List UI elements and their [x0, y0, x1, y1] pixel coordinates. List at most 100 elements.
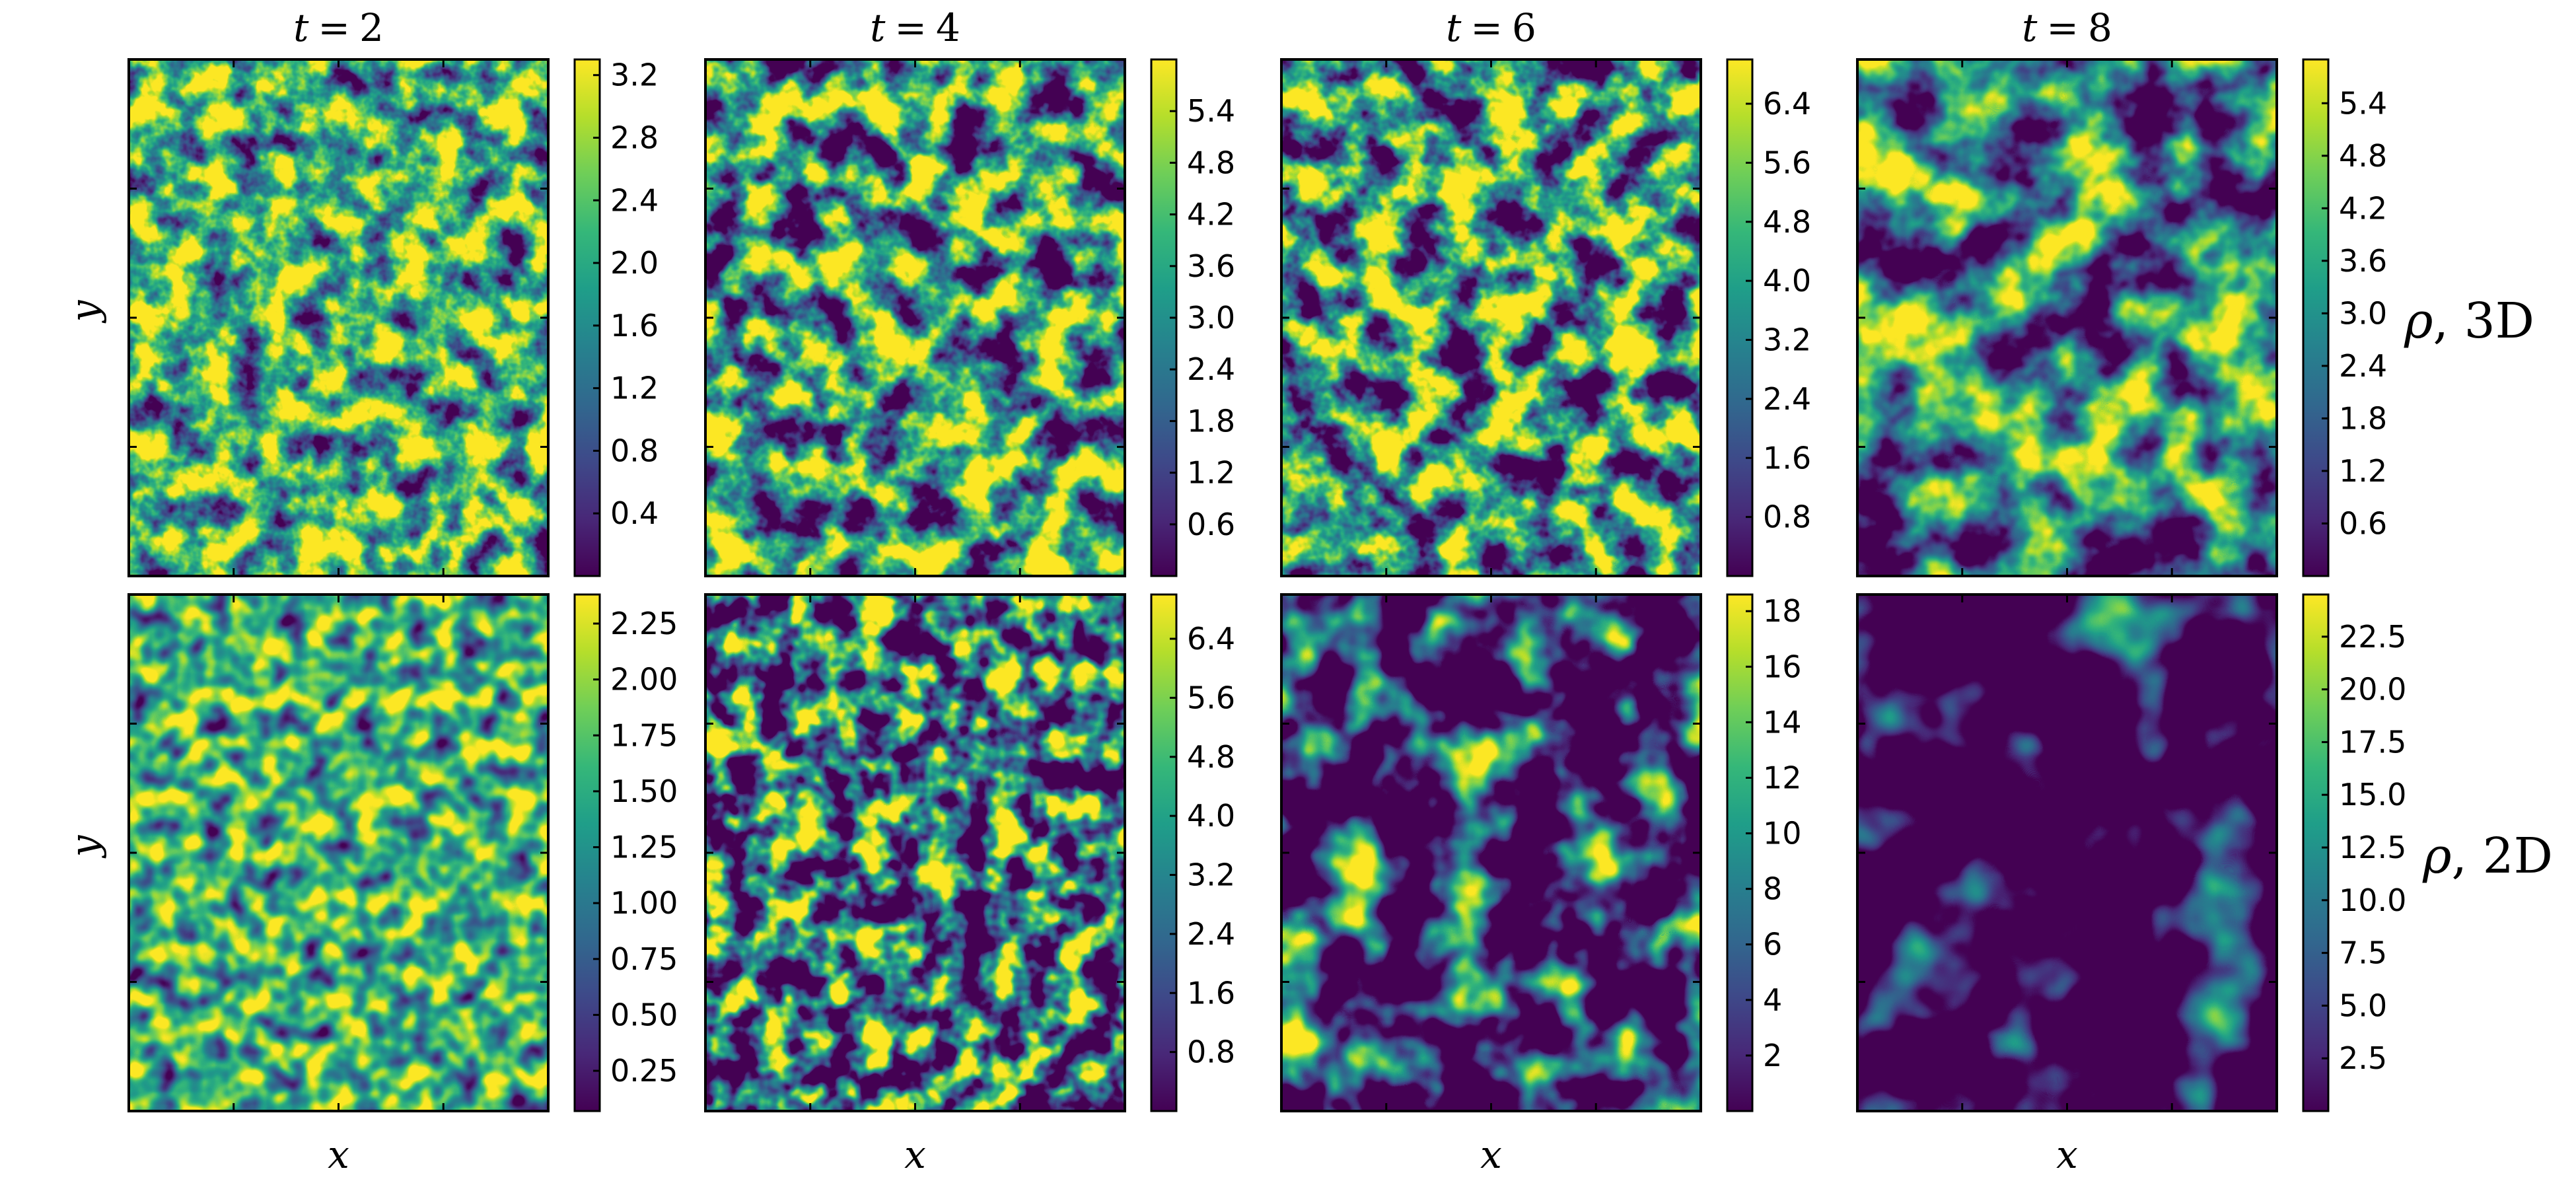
colorbar-tick-label: 2.4 — [610, 182, 659, 218]
row-label: ρ, 3D — [2404, 293, 2534, 349]
column-title: t = 8 — [2022, 5, 2112, 50]
colorbar-tick-label: 4.8 — [1187, 739, 1235, 775]
colorbar-tick-label: 2.4 — [1187, 351, 1235, 387]
heatmap-field — [129, 594, 548, 1111]
colorbar-frame — [2302, 593, 2330, 1112]
colorbar: 0.6 1.2 1.8 2.4 3.0 3.6 4.2 4.8 5.4 — [1150, 58, 1235, 577]
colorbar-tick-label: 16 — [1763, 649, 1802, 684]
colorbar-tick-label: 1.2 — [610, 371, 659, 406]
colorbar-gradient — [1151, 594, 1176, 1111]
colorbar-gradient — [575, 59, 600, 576]
heatmap-field — [1857, 594, 2277, 1111]
y-axis-label: y — [62, 299, 107, 324]
colorbar-tick-label: 2.5 — [2339, 1040, 2387, 1076]
colorbar-gradient — [1727, 594, 1752, 1111]
colorbar-tick-label: 10.0 — [2339, 883, 2406, 918]
colorbar: 2 4 6 8 10 12 14 16 18 — [1726, 593, 1802, 1112]
colorbar-tick-label: 2.0 — [610, 245, 659, 281]
colorbar-tick-label: 1.00 — [610, 885, 678, 921]
heatmap-field — [705, 594, 1125, 1111]
colorbar-tick-label: 1.50 — [610, 774, 678, 809]
colorbar-tick-label: 15.0 — [2339, 777, 2406, 812]
colorbar: 0.8 1.6 2.4 3.2 4.0 4.8 5.6 6.4 — [1726, 58, 1811, 577]
colorbar-tick-label: 3.0 — [2339, 295, 2387, 331]
column-title: t = 6 — [1446, 5, 1536, 50]
colorbar-frame — [1726, 58, 1754, 577]
colorbar-tick-label: 6.4 — [1763, 86, 1811, 122]
colorbar-tick-label: 20.0 — [2339, 672, 2406, 707]
colorbar-frame — [573, 593, 601, 1112]
panel-r0-c3: 0.6 1.2 1.8 2.4 3.0 3.6 4.2 4.8 5.4 — [1856, 58, 2387, 577]
colorbar: 0.4 0.8 1.2 1.6 2.0 2.4 2.8 3.2 — [573, 57, 659, 577]
colorbar-tick-label: 0.4 — [610, 495, 659, 531]
panel-r0-c2: 0.8 1.6 2.4 3.2 4.0 4.8 5.6 6.4 — [1280, 58, 1811, 577]
colorbar-tick-label: 0.75 — [610, 941, 678, 977]
heatmap-field — [129, 59, 548, 576]
colorbar-tick-label: 4.0 — [1763, 263, 1811, 299]
colorbar-tick-label: 5.0 — [2339, 988, 2387, 1023]
colorbar-tick-label: 5.4 — [1187, 93, 1235, 129]
colorbar-tick-label: 4.8 — [1763, 204, 1811, 240]
colorbar-tick-label: 6 — [1763, 927, 1782, 962]
colorbar-tick-label: 0.8 — [1187, 1034, 1235, 1070]
colorbar-tick-label: 2 — [1763, 1038, 1782, 1073]
x-axis-label: x — [1480, 1132, 1502, 1177]
panel-r1-c0: 0.25 0.50 0.75 1.00 1.25 1.50 1.75 2.00 2.25 — [127, 593, 678, 1112]
column-title: t = 2 — [293, 5, 384, 50]
colorbar-tick-label: 3.0 — [1187, 300, 1235, 336]
colorbar-tick-label: 17.5 — [2339, 724, 2406, 760]
colorbar-tick-label: 22.5 — [2339, 619, 2406, 655]
colorbar: 0.25 0.50 0.75 1.00 1.25 1.50 1.75 2.00 2.25 — [573, 593, 678, 1112]
colorbar-tick-label: 1.6 — [1187, 975, 1235, 1011]
x-axis-label: x — [328, 1132, 349, 1177]
colorbar-frame — [573, 58, 601, 577]
colorbar-tick-label: 10 — [1763, 816, 1802, 851]
panel-r0-c1: 0.6 1.2 1.8 2.4 3.0 3.6 4.2 4.8 5.4 — [704, 58, 1235, 577]
colorbar-tick-label: 2.00 — [610, 662, 678, 698]
colorbar-frame — [2302, 58, 2330, 577]
colorbar-tick-label: 1.75 — [610, 717, 678, 753]
colorbar-tick-label: 2.4 — [2339, 348, 2387, 384]
colorbar-tick-label: 1.25 — [610, 830, 678, 865]
panel-r0-c0: 0.4 0.8 1.2 1.6 2.0 2.4 2.8 3.2 — [127, 57, 659, 577]
colorbar-tick-label: 1.8 — [1187, 403, 1235, 439]
colorbar-tick-label: 5.6 — [1763, 145, 1811, 180]
colorbar-tick-label: 3.6 — [2339, 243, 2387, 279]
colorbar-tick-label: 7.5 — [2339, 935, 2387, 971]
colorbar-tick-label: 0.8 — [610, 433, 659, 468]
y-axis-label: y — [62, 834, 107, 859]
colorbar-tick-label: 2.25 — [610, 606, 678, 641]
colorbar-tick-label: 18 — [1763, 593, 1802, 629]
heatmap-field — [1281, 594, 1701, 1111]
colorbar-tick-label: 2.4 — [1763, 381, 1811, 417]
colorbar-tick-label: 3.6 — [1187, 248, 1235, 284]
panel-r1-c2: 2 4 6 8 10 12 14 16 18 — [1280, 593, 1802, 1112]
colorbar-gradient — [575, 594, 600, 1111]
colorbar-tick-label: 4.2 — [1187, 197, 1235, 233]
panels-layer: 0.4 0.8 1.2 1.6 2.0 2.4 2.8 3.2 0.6 1.2 1.8 2.4 3.0 3… — [127, 57, 2406, 1112]
colorbar-tick-label: 2.4 — [1187, 916, 1235, 952]
colorbar-tick-label: 1.6 — [1763, 440, 1811, 476]
colorbar-tick-label: 1.6 — [610, 308, 659, 343]
colorbar-tick-label: 4.2 — [2339, 190, 2387, 226]
colorbar-tick-label: 1.8 — [2339, 400, 2387, 436]
panel-r1-c1: 0.8 1.6 2.4 3.2 4.0 4.8 5.6 6.4 — [704, 593, 1235, 1112]
colorbar-tick-label: 4.8 — [2339, 138, 2387, 174]
colorbar-frame — [1726, 593, 1754, 1112]
colorbar: 0.8 1.6 2.4 3.2 4.0 4.8 5.6 6.4 — [1150, 593, 1235, 1112]
colorbar-tick-label: 1.2 — [2339, 453, 2387, 489]
heatmap-field — [1281, 59, 1701, 576]
colorbar-tick-label: 4 — [1763, 982, 1782, 1018]
colorbar-tick-label: 12.5 — [2339, 830, 2406, 865]
colorbar-tick-label: 4.8 — [1187, 145, 1235, 180]
colorbar-tick-label: 0.50 — [610, 997, 678, 1032]
column-title: t = 4 — [870, 5, 960, 50]
colorbar-tick-label: 0.6 — [1187, 507, 1235, 542]
row-label: ρ, 2D — [2422, 828, 2553, 884]
colorbar-tick-label: 3.2 — [1763, 322, 1811, 358]
colorbar-tick-label: 0.25 — [610, 1053, 678, 1089]
colorbar-tick-label: 3.2 — [610, 57, 659, 93]
x-axis-label: x — [2056, 1132, 2078, 1177]
heatmap-field — [705, 59, 1125, 576]
colorbar-gradient — [1727, 59, 1752, 576]
